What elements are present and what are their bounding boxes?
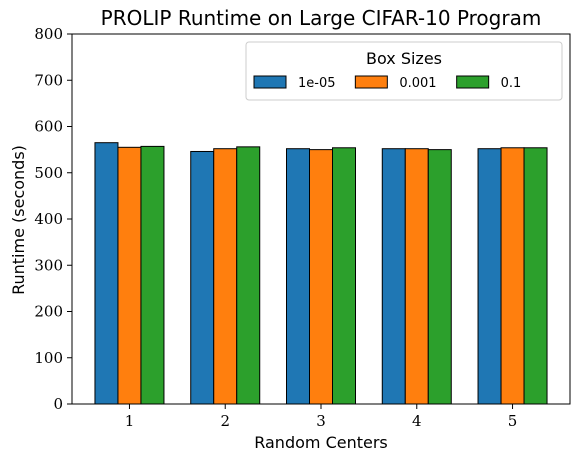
y-tick-label: 100 bbox=[34, 349, 63, 367]
legend-swatch-0.1 bbox=[456, 75, 490, 89]
legend-swatch-1e-05 bbox=[253, 75, 287, 89]
legend: Box Sizes 1e-05 0.001 0.1 bbox=[245, 41, 563, 101]
bar-0.001-center-5 bbox=[500, 147, 525, 405]
x-tick-label: 1 bbox=[125, 412, 135, 430]
y-axis-label: Runtime (seconds) bbox=[9, 145, 28, 295]
bar-1e-05-center-3 bbox=[286, 148, 310, 405]
y-tick-label: 600 bbox=[34, 118, 63, 136]
legend-title: Box Sizes bbox=[366, 49, 442, 68]
y-tick-label: 400 bbox=[34, 210, 63, 228]
legend-label-0.001: 0.001 bbox=[399, 76, 436, 91]
bar-0.1-center-5 bbox=[523, 147, 548, 405]
x-tick-label: 4 bbox=[412, 412, 422, 430]
y-tick-label: 800 bbox=[34, 25, 63, 43]
bar-0.001-center-1 bbox=[117, 146, 142, 405]
bar-0.1-center-2 bbox=[236, 146, 261, 405]
x-tick-label: 3 bbox=[316, 412, 326, 430]
bar-0.1-center-4 bbox=[427, 149, 452, 405]
bar-1e-05-center-5 bbox=[477, 148, 502, 405]
y-tick-label: 700 bbox=[34, 71, 63, 89]
bar-1e-05-center-4 bbox=[381, 148, 406, 405]
legend-label-0.1: 0.1 bbox=[501, 76, 522, 91]
y-tick-label: 300 bbox=[34, 256, 63, 274]
y-tick-label: 0 bbox=[53, 395, 63, 413]
bar-0.001-center-2 bbox=[213, 148, 238, 405]
bar-1e-05-center-1 bbox=[94, 142, 119, 405]
legend-label-1e-05: 1e-05 bbox=[298, 76, 336, 91]
bars-layer bbox=[94, 142, 548, 405]
bar-0.001-center-4 bbox=[404, 148, 429, 405]
bar-1e-05-center-2 bbox=[190, 150, 215, 405]
legend-swatch-0.001 bbox=[354, 75, 388, 89]
bar-0.1-center-1 bbox=[140, 145, 165, 405]
x-axis-label: Random Centers bbox=[254, 433, 388, 452]
x-tick-label: 2 bbox=[220, 412, 230, 430]
y-tick-label: 500 bbox=[34, 164, 63, 182]
x-tick-label: 5 bbox=[508, 412, 518, 430]
y-tick-label: 200 bbox=[34, 303, 63, 321]
chart-title: PROLIP Runtime on Large CIFAR-10 Program bbox=[101, 6, 542, 30]
bar-0.001-center-3 bbox=[309, 149, 333, 405]
bar-0.1-center-3 bbox=[332, 147, 356, 405]
axes-layer: 0 100 200 300 400 500 600 700 800 1 2 3 4 5 bbox=[34, 25, 571, 430]
